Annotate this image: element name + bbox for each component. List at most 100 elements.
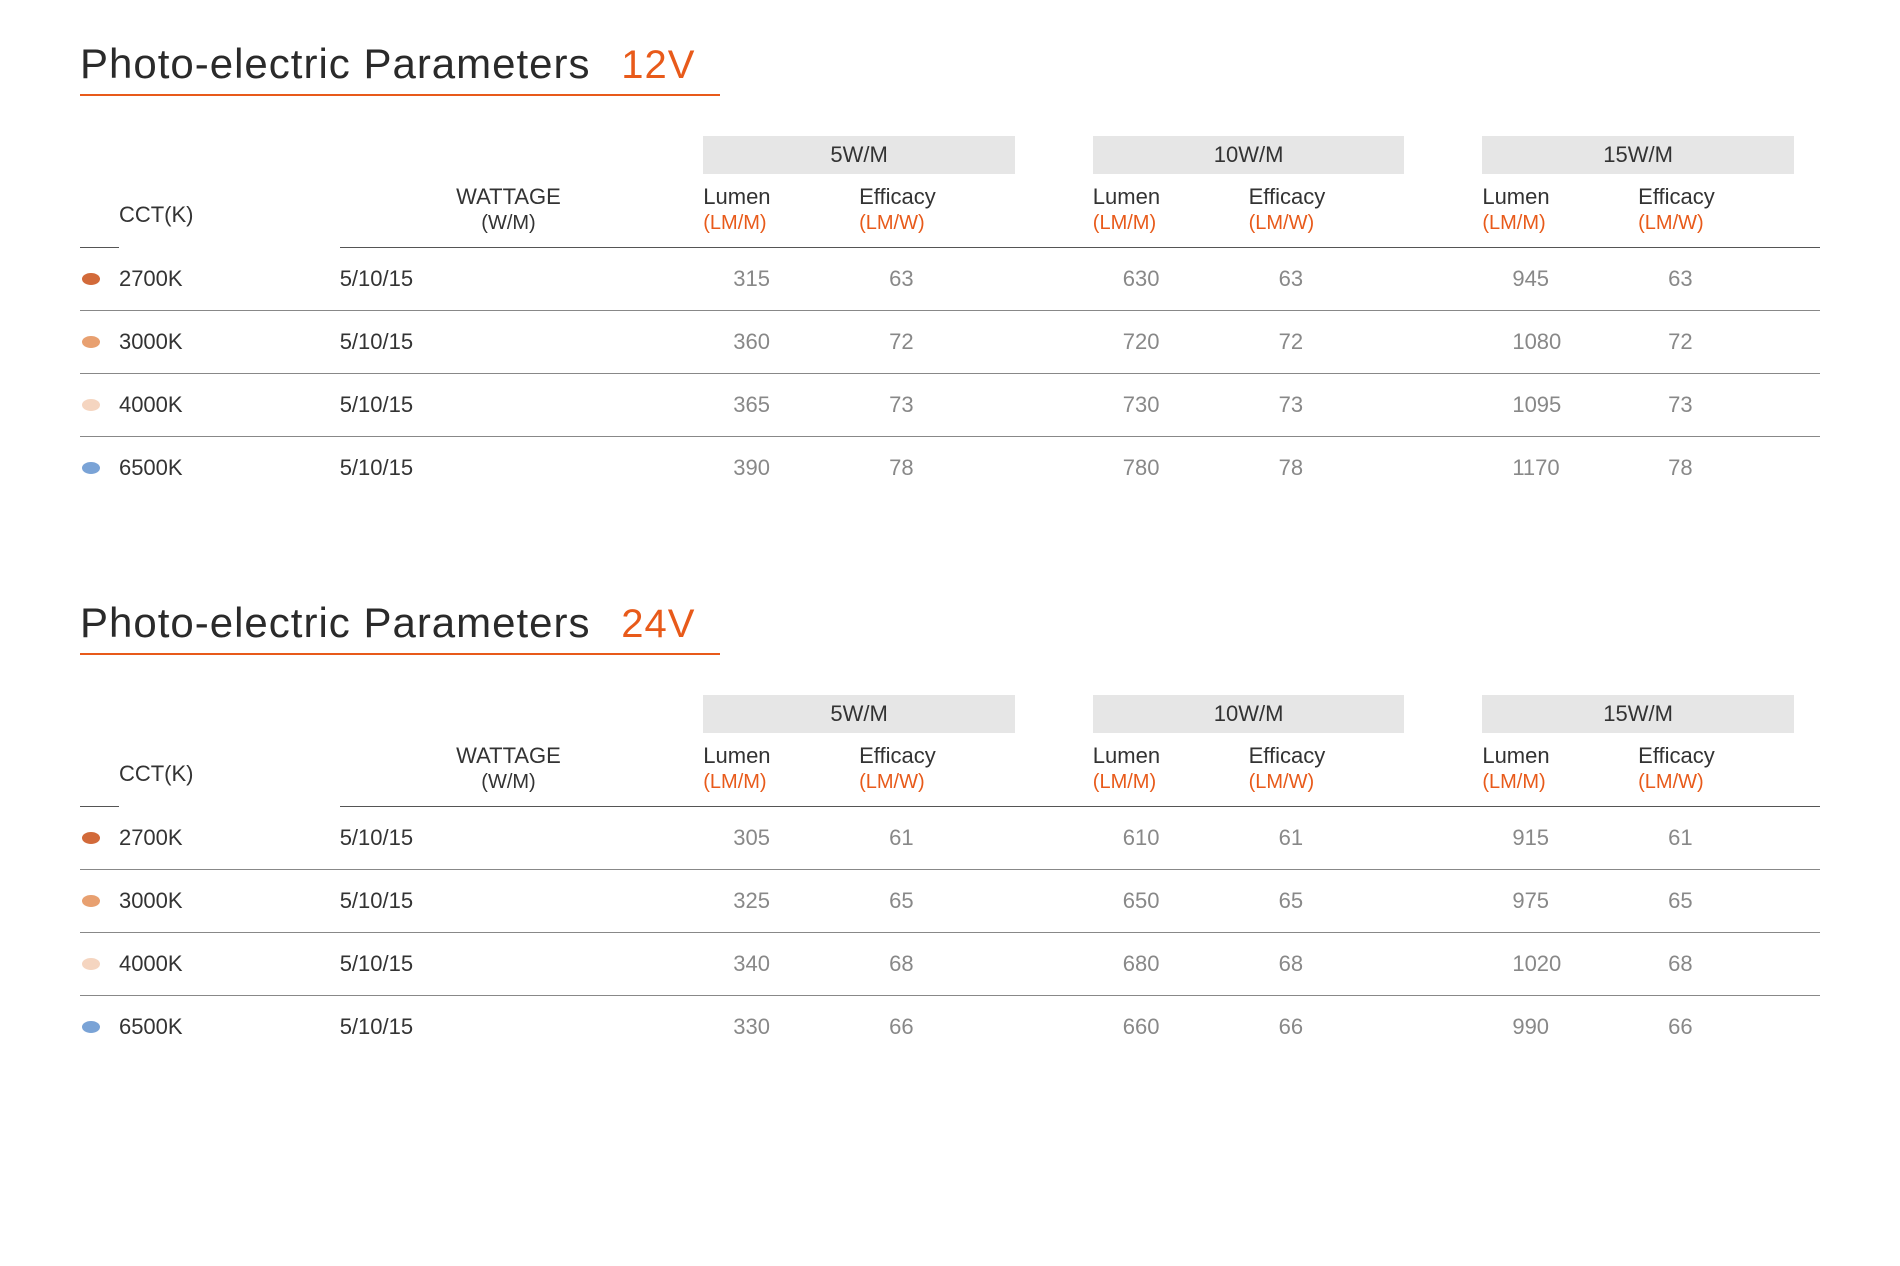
efficacy-value: 66 <box>1249 996 1405 1059</box>
cct-value: 2700K <box>119 807 340 870</box>
lumen-value: 1020 <box>1482 933 1638 996</box>
section-title-text: Photo-electric Parameters <box>80 40 591 87</box>
sub-eff: Efficacy <box>1249 733 1405 771</box>
color-swatch-cell <box>80 437 119 500</box>
col-wattage-unit: (W/M) <box>340 212 678 248</box>
wattage-value: 5/10/15 <box>340 996 678 1059</box>
sub-lumen: Lumen <box>703 174 859 212</box>
lumen-value: 340 <box>703 933 859 996</box>
lumen-value: 1095 <box>1482 374 1638 437</box>
color-swatch-icon <box>82 399 100 411</box>
efficacy-value: 66 <box>859 996 1015 1059</box>
col-wattage: WATTAGE <box>340 174 678 212</box>
efficacy-value: 68 <box>1638 933 1794 996</box>
sub-eff: Efficacy <box>1638 174 1794 212</box>
table-body-12v: 2700K5/10/153156363063945633000K5/10/153… <box>80 248 1820 500</box>
sub-eff: Efficacy <box>859 174 1015 212</box>
sub-unit-row: (W/M) (LM/M) (LM/W) (LM/M) (LM/W) (LM/M)… <box>80 212 1820 248</box>
group-header: 15W/M <box>1482 695 1794 733</box>
efficacy-value: 63 <box>1638 248 1794 311</box>
efficacy-value: 66 <box>1638 996 1794 1059</box>
voltage-label: 12V <box>621 43 695 87</box>
unit-lumen: (LM/M) <box>1093 771 1249 807</box>
section-12v: Photo-electric Parameters 12V 5W/M 10W/M… <box>80 40 1820 499</box>
unit-lumen: (LM/M) <box>1093 212 1249 248</box>
sub-unit-row: (W/M) (LM/M) (LM/W) (LM/M) (LM/W) (LM/M)… <box>80 771 1820 807</box>
cct-value: 4000K <box>119 933 340 996</box>
table-body-24v: 2700K5/10/153056161061915613000K5/10/153… <box>80 807 1820 1059</box>
color-swatch-icon <box>82 958 100 970</box>
section-title: Photo-electric Parameters 24V <box>80 599 1820 647</box>
color-swatch-icon <box>82 273 100 285</box>
group-header-row: 5W/M 10W/M 15W/M <box>80 136 1820 174</box>
efficacy-value: 78 <box>859 437 1015 500</box>
section-title-text: Photo-electric Parameters <box>80 599 591 646</box>
parameters-table-24v: 5W/M 10W/M 15W/M CCT(K) WATTAGE Lumen Ef… <box>80 695 1820 1058</box>
color-swatch-cell <box>80 933 119 996</box>
section-24v: Photo-electric Parameters 24V 5W/M 10W/M… <box>80 599 1820 1058</box>
efficacy-value: 61 <box>859 807 1015 870</box>
sub-lumen: Lumen <box>1093 733 1249 771</box>
section-title: Photo-electric Parameters 12V <box>80 40 1820 88</box>
efficacy-value: 65 <box>1638 870 1794 933</box>
color-swatch-cell <box>80 311 119 374</box>
lumen-value: 1170 <box>1482 437 1638 500</box>
efficacy-value: 73 <box>859 374 1015 437</box>
color-swatch-icon <box>82 895 100 907</box>
color-swatch-icon <box>82 1021 100 1033</box>
sub-eff: Efficacy <box>1249 174 1405 212</box>
sub-header-row: CCT(K) WATTAGE Lumen Efficacy Lumen Effi… <box>80 733 1820 771</box>
cct-value: 6500K <box>119 437 340 500</box>
sub-lumen: Lumen <box>703 733 859 771</box>
efficacy-value: 72 <box>1638 311 1794 374</box>
unit-eff: (LM/W) <box>859 212 1015 248</box>
lumen-value: 975 <box>1482 870 1638 933</box>
sub-lumen: Lumen <box>1482 174 1638 212</box>
lumen-value: 610 <box>1093 807 1249 870</box>
efficacy-value: 78 <box>1249 437 1405 500</box>
table-row: 2700K5/10/15305616106191561 <box>80 807 1820 870</box>
table-row: 4000K5/10/153406868068102068 <box>80 933 1820 996</box>
unit-lumen: (LM/M) <box>703 771 859 807</box>
group-header-row: 5W/M 10W/M 15W/M <box>80 695 1820 733</box>
cct-value: 3000K <box>119 870 340 933</box>
group-header: 10W/M <box>1093 136 1405 174</box>
group-header: 10W/M <box>1093 695 1405 733</box>
color-swatch-cell <box>80 374 119 437</box>
lumen-value: 305 <box>703 807 859 870</box>
cct-value: 6500K <box>119 996 340 1059</box>
lumen-value: 990 <box>1482 996 1638 1059</box>
sub-lumen: Lumen <box>1093 174 1249 212</box>
efficacy-value: 61 <box>1249 807 1405 870</box>
lumen-value: 390 <box>703 437 859 500</box>
efficacy-value: 68 <box>859 933 1015 996</box>
unit-eff: (LM/W) <box>1249 212 1405 248</box>
unit-eff: (LM/W) <box>859 771 1015 807</box>
unit-eff: (LM/W) <box>1638 771 1794 807</box>
col-cct: CCT(K) <box>119 174 340 248</box>
efficacy-value: 72 <box>1249 311 1405 374</box>
color-swatch-icon <box>82 336 100 348</box>
lumen-value: 660 <box>1093 996 1249 1059</box>
efficacy-value: 73 <box>1249 374 1405 437</box>
voltage-label: 24V <box>621 602 695 646</box>
lumen-value: 720 <box>1093 311 1249 374</box>
lumen-value: 630 <box>1093 248 1249 311</box>
group-header: 5W/M <box>703 136 1015 174</box>
col-wattage: WATTAGE <box>340 733 678 771</box>
lumen-value: 730 <box>1093 374 1249 437</box>
efficacy-value: 73 <box>1638 374 1794 437</box>
efficacy-value: 63 <box>859 248 1015 311</box>
lumen-value: 915 <box>1482 807 1638 870</box>
color-swatch-cell <box>80 807 119 870</box>
efficacy-value: 65 <box>859 870 1015 933</box>
wattage-value: 5/10/15 <box>340 248 678 311</box>
color-swatch-cell <box>80 248 119 311</box>
color-swatch-cell <box>80 996 119 1059</box>
wattage-value: 5/10/15 <box>340 374 678 437</box>
wattage-value: 5/10/15 <box>340 437 678 500</box>
efficacy-value: 65 <box>1249 870 1405 933</box>
wattage-value: 5/10/15 <box>340 870 678 933</box>
unit-lumen: (LM/M) <box>703 212 859 248</box>
table-row: 4000K5/10/153657373073109573 <box>80 374 1820 437</box>
